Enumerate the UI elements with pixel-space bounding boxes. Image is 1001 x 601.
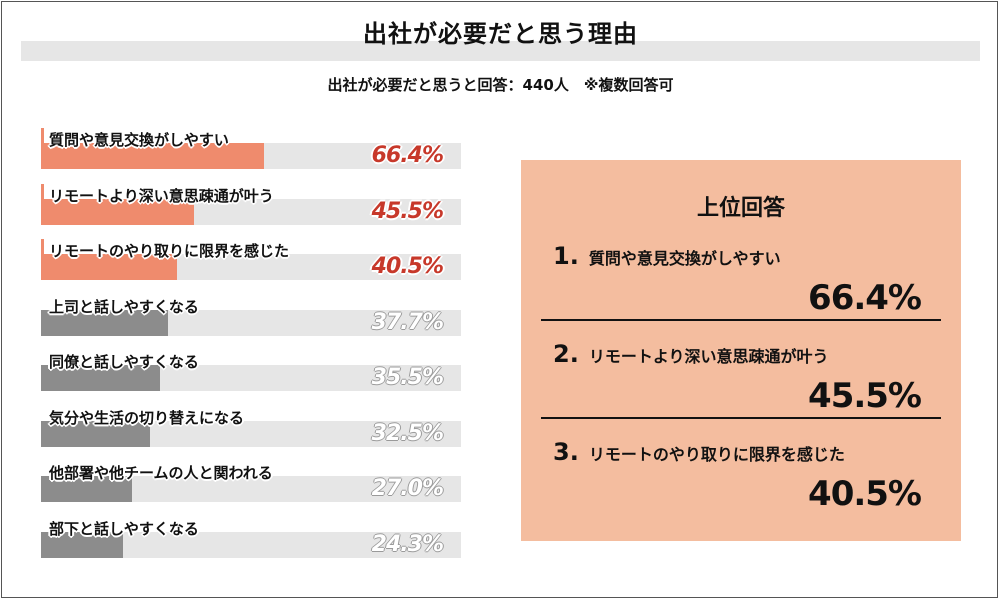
rank-label: 1. 質問や意見交換がしやすい <box>553 242 781 270</box>
bar <box>41 143 265 169</box>
rank-item-1: 1. 質問や意見交換がしやすい 66.4% <box>541 242 941 332</box>
bar-row: 部下と話しやすくなる 24.3% <box>41 513 461 563</box>
rank-value: 66.4% <box>808 278 922 318</box>
rank-label: 2. リモートより深い意思疎通が叶う <box>553 340 829 368</box>
rank-number: 1. <box>553 242 579 270</box>
rank-value: 45.5% <box>808 376 922 416</box>
bar-category-label: リモートのやり取りに限界を感じた <box>49 242 290 260</box>
bar-category-label: 質問や意見交換がしやすい <box>49 131 229 149</box>
bar <box>41 476 132 502</box>
rank-number: 2. <box>553 340 579 368</box>
bar-value-label: 32.5% <box>371 420 444 446</box>
bar-row: 気分や生活の切り替えになる 32.5% <box>41 402 461 452</box>
bar <box>41 309 168 336</box>
bar-value-label: 45.5% <box>371 198 444 224</box>
top-answers-panel: 上位回答 1. 質問や意見交換がしやすい 66.4% 2. リモートより深い意思疎通… <box>521 160 961 541</box>
bar-row: 他部署や他チームの人と関われる 27.0% <box>41 457 461 507</box>
rank-value: 40.5% <box>808 474 922 514</box>
panel-title: 上位回答 <box>696 196 785 221</box>
rank-item-2: 2. リモートより深い意思疎通が叶う 45.5% <box>541 340 941 430</box>
bar-value-label: 27.0% <box>371 476 444 501</box>
rank-number: 3. <box>553 438 579 466</box>
title-band <box>21 41 980 61</box>
chart-title: 出社が必要だと思う理由 <box>363 20 638 48</box>
rank-item-3: 3. リモートのやり取りに限界を感じた 40.5% <box>541 438 941 528</box>
bar-value-label: 40.5% <box>371 254 444 279</box>
rank-label: 3. リモートのやり取りに限界を感じた <box>553 438 845 466</box>
bar-value-label: 24.3% <box>371 531 444 557</box>
bar <box>41 531 123 558</box>
bar-category-label: 他部署や他チームの人と関われる <box>49 464 273 482</box>
rank-divider <box>541 319 941 321</box>
rank-divider <box>541 417 941 419</box>
bar <box>41 254 178 280</box>
label-accent <box>41 183 44 206</box>
bar-category-label: 気分や生活の切り替えになる <box>49 408 245 427</box>
bar-value-label: 35.5% <box>371 365 444 390</box>
label-accent <box>41 239 44 261</box>
bar-category-label: 同僚と話しやすくなる <box>49 353 199 371</box>
rank-text: リモートのやり取りに限界を感じた <box>588 445 845 464</box>
rank-text: リモートより深い意思疎通が叶う <box>588 347 829 366</box>
label-accent <box>41 128 44 150</box>
bar-row: リモートより深い意思疎通が叶う 45.5% <box>41 180 461 230</box>
bar-value-label: 66.4% <box>371 143 444 168</box>
bar-category-label: リモートより深い意思疎通が叶う <box>49 186 274 205</box>
bar-value-label: 37.7% <box>371 309 444 335</box>
bar-row: 同僚と話しやすくなる 35.5% <box>41 346 461 396</box>
bar <box>41 198 194 225</box>
bar <box>41 365 161 391</box>
bar-category-label: 上司と話しやすくなる <box>49 297 199 316</box>
bar-row: リモートのやり取りに限界を感じた 40.5% <box>41 235 461 285</box>
chart-subtitle: 出社が必要だと思うと回答：440人 ※複数回答可 <box>327 76 674 94</box>
bar <box>41 420 151 447</box>
rank-text: 質問や意見交換がしやすい <box>588 249 781 268</box>
bar-category-label: 部下と話しやすくなる <box>49 519 199 538</box>
bar-row: 質問や意見交換がしやすい 66.4% <box>41 124 461 174</box>
bar-row: 上司と話しやすくなる 37.7% <box>41 291 461 341</box>
